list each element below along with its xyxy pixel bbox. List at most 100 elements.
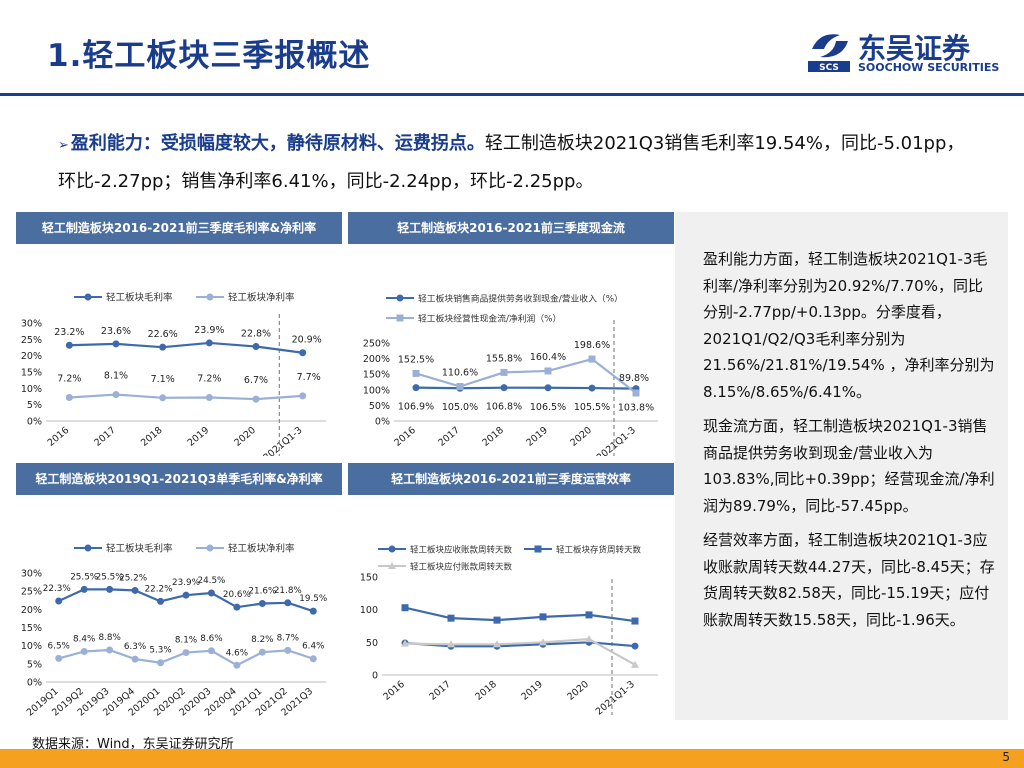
commentary-box: 盈利能力方面，轻工制造板块2021Q1-3毛利率/净利率分别为20.92%/7.… [675,212,1008,720]
chart-quarterly: 轻工板块毛利率 轻工板块净利率0%5%10%15%20%25%30%2019Q12… [21,543,327,719]
data-label: 6.3% [124,642,146,652]
chart-title: 轻工制造板块2019Q1-2021Q3单季毛利率&净利率 [16,463,342,495]
data-source-note: 数据来源：Wind，东吴证券研究所 [32,737,234,752]
x-tick-label: 2021Q1-3 [595,425,638,456]
data-label: 23.2% [54,327,84,338]
data-point [299,392,307,400]
data-point [500,368,508,376]
y-tick-label: 25% [21,587,42,598]
y-tick-label: 30% [21,319,42,330]
data-label: 8.4% [73,634,95,644]
y-tick-label: 0% [375,417,390,428]
data-point [544,367,552,375]
data-point [284,646,292,654]
data-label: 110.6% [442,367,478,378]
x-tick-label: 2020 [232,425,258,449]
data-point [631,660,639,668]
data-point [539,638,547,646]
data-point [159,343,167,351]
legend-marker [396,314,404,322]
y-tick-label: 15% [21,368,42,379]
summary-bold-text: 盈利能力：受损幅度较大，静待原材料、运费拐点。 [70,133,485,154]
y-tick-label: 50 [366,638,378,649]
x-tick-label: 2018 [139,425,165,449]
data-label: 23.9% [172,578,200,588]
data-point [159,394,167,402]
legend-marker [388,545,396,553]
data-label: 8.1% [175,636,197,646]
commentary-profitability: 盈利能力方面，轻工制造板块2021Q1-3毛利率/净利率分别为20.92%/7.… [703,250,995,401]
chart-panel-margins: 轻工制造板块2016-2021前三季度毛利率&净利率 轻工板块毛利率 轻工板块净利… [16,212,342,456]
data-point [500,384,508,392]
data-label: 155.8% [486,353,522,364]
x-tick-label: 2019 [519,679,545,703]
data-point [112,391,120,399]
data-label: 8.2% [251,635,273,645]
x-tick-label: 2018 [480,425,506,449]
x-tick-label: 2018 [473,679,499,703]
legend-label: 轻工板块存货周转天数 [556,545,642,556]
y-tick-label: 20% [21,351,42,362]
data-label: 106.5% [530,402,566,413]
data-label: 23.9% [194,325,224,336]
data-point [299,349,307,357]
legend-marker [534,545,542,553]
logo-mark-icon: SCS [808,34,850,73]
data-point [258,600,266,608]
series-line [69,393,303,401]
legend-label: 轻工板块应收账款周转天数 [410,545,513,556]
data-point [447,614,455,622]
data-label: 6.4% [302,642,324,652]
x-tick-label: 2021Q1-3 [594,679,637,718]
data-point [412,384,420,392]
data-point [55,654,63,662]
logo-english-name: SOOCHOW SECURITIES [858,61,1000,74]
data-point [401,604,409,612]
legend-label: 轻工板块毛利率 [106,292,173,304]
y-tick-label: 200% [363,354,390,365]
y-tick-label: 150% [363,370,390,381]
data-point [233,603,241,611]
x-tick-label: 2020 [568,425,594,449]
footer-bar: 5 [0,749,1024,768]
y-tick-label: 100% [363,385,390,396]
data-label: 6.7% [244,375,268,386]
y-tick-label: 15% [21,623,42,634]
x-tick-label: 2017 [92,425,118,449]
data-point [585,611,593,619]
data-point [456,382,464,390]
data-label: 20.9% [292,335,322,346]
y-tick-label: 0% [27,678,42,689]
y-tick-label: 0% [27,417,42,428]
y-tick-label: 250% [363,339,390,350]
data-label: 20.6% [223,590,251,600]
legend-label: 轻工板块应付账款周转天数 [410,562,513,573]
data-label: 198.6% [574,340,610,351]
data-point [131,655,139,663]
x-tick-label: 2016 [381,679,407,703]
data-label: 22.3% [43,584,71,594]
data-label: 23.6% [101,326,131,337]
x-tick-label: 2017 [427,679,453,703]
data-label: 25.5% [70,572,98,582]
legend-label: 轻工板块经营性现金流/净利润（%） [418,313,561,325]
y-tick-label: 100 [360,605,378,616]
data-point [539,613,547,621]
data-point [585,635,593,643]
data-label: 22.2% [145,584,173,594]
x-tick-label: 2016 [392,425,418,449]
data-point [55,597,63,605]
data-point [233,661,241,669]
logo-chinese-name: 东吴证券 [858,32,971,65]
data-point [252,343,260,351]
y-tick-label: 5% [27,400,42,411]
x-tick-label: 2020 [565,679,591,703]
data-point [106,585,114,593]
summary-bullet: ➢ 盈利能力：受损幅度较大，静待原材料、运费拐点。轻工制造板块2021Q3销售毛利… [58,126,978,200]
data-label: 22.8% [241,329,271,340]
chart-panel-efficiency: 轻工制造板块2016-2021前三季度运营效率 轻工板块应收账款周转天数 轻工板块… [348,463,674,730]
data-label: 7.1% [151,374,175,385]
x-tick-label: 2019 [186,425,212,449]
series-line [69,341,303,354]
